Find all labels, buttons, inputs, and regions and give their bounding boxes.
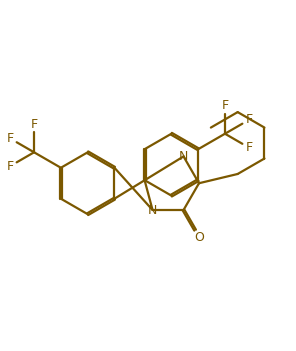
Text: N: N (148, 204, 157, 217)
Text: F: F (7, 132, 14, 145)
Text: F: F (245, 141, 252, 154)
Text: F: F (245, 113, 252, 126)
Text: O: O (194, 231, 205, 244)
Text: F: F (7, 160, 14, 173)
Text: F: F (30, 118, 38, 131)
Text: F: F (221, 99, 229, 112)
Text: N: N (179, 150, 188, 163)
